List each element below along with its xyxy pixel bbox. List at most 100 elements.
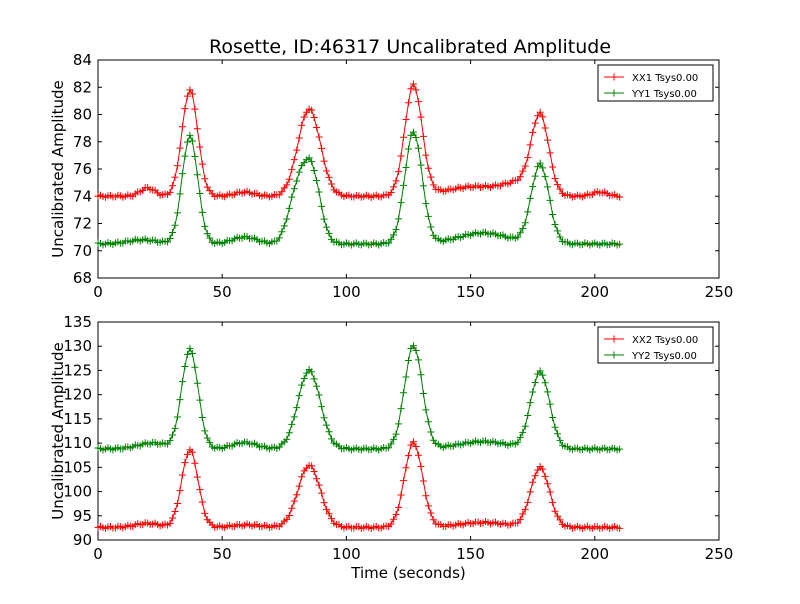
- data-point: [427, 428, 435, 436]
- data-point: [186, 344, 194, 352]
- data-point: [549, 414, 557, 422]
- data-point: [526, 488, 534, 496]
- data-point: [305, 154, 313, 162]
- data-point: [412, 133, 420, 141]
- data-point: [295, 134, 303, 142]
- data-point: [390, 515, 398, 523]
- y-tick-label: 70: [73, 242, 92, 260]
- x-tick-label: 100: [332, 283, 361, 301]
- data-point: [551, 423, 559, 431]
- subplot-1: 0 50 100 150 200 250 68 70 72 74 76 78 80 82 84 Uncalib…: [49, 51, 733, 301]
- data-point: [181, 105, 189, 113]
- data-point: [313, 123, 321, 131]
- data-point: [556, 233, 564, 241]
- data-point: [191, 363, 199, 371]
- data-point: [546, 488, 554, 496]
- data-point: [293, 491, 301, 499]
- data-point: [310, 375, 318, 383]
- y-tick-label: 74: [73, 187, 92, 205]
- data-point: [519, 224, 527, 232]
- y-axis-label: Uncalibrated Amplitude: [49, 80, 67, 257]
- data-point: [169, 182, 177, 190]
- data-point: [193, 379, 201, 387]
- data-point: [178, 170, 186, 178]
- data-point: [323, 421, 331, 429]
- data-point: [554, 227, 562, 235]
- data-point: [181, 152, 189, 160]
- data-point: [320, 414, 328, 422]
- x-tick-label: 0: [93, 545, 103, 563]
- data-point: [181, 363, 189, 371]
- data-point: [427, 173, 435, 181]
- data-point: [320, 215, 328, 223]
- data-point: [414, 356, 422, 364]
- data-point: [278, 228, 286, 236]
- data-point: [405, 145, 412, 153]
- data-point: [183, 92, 191, 100]
- data-point: [539, 113, 547, 121]
- y-tick-label: 72: [73, 215, 92, 233]
- y-tick-label: 135: [63, 313, 92, 331]
- data-point: [526, 194, 534, 202]
- data-point: [176, 396, 184, 404]
- data-point: [323, 223, 331, 231]
- data-point: [308, 106, 316, 114]
- data-point: [283, 215, 291, 223]
- data-point: [315, 133, 323, 141]
- data-point: [526, 141, 534, 149]
- data-point: [519, 167, 527, 175]
- data-point: [191, 152, 199, 160]
- data-point: [303, 369, 311, 377]
- data-point: [196, 143, 204, 151]
- data-point: [196, 486, 204, 494]
- data-point: [387, 520, 395, 528]
- data-point: [402, 116, 410, 124]
- data-point: [546, 149, 554, 157]
- data-point: [400, 133, 408, 141]
- data-point: [173, 413, 181, 421]
- data-point: [283, 515, 291, 523]
- x-tick-label: 200: [580, 283, 609, 301]
- legend-entry: YY1 Tsys0.00: [631, 89, 697, 100]
- data-point: [387, 235, 395, 243]
- data-point: [541, 379, 549, 387]
- data-point: [400, 477, 408, 485]
- data-point: [544, 136, 552, 144]
- data-point: [536, 159, 544, 167]
- data-point: [422, 200, 430, 208]
- data-point: [171, 221, 179, 229]
- data-point: [169, 228, 177, 236]
- data-point: [516, 433, 524, 441]
- data-point: [193, 125, 201, 133]
- legend-box: [597, 64, 714, 102]
- data-point: [616, 240, 624, 248]
- data-point: [422, 151, 430, 159]
- data-point: [516, 515, 524, 523]
- legend-entry: XX2 Tsys0.00: [632, 335, 698, 346]
- data-point: [283, 181, 291, 189]
- data-point: [546, 196, 554, 204]
- data-point: [387, 440, 395, 448]
- legend: XX2 Tsys0.00 YY2 Tsys0.00: [597, 326, 714, 364]
- data-point: [283, 435, 291, 443]
- data-point: [201, 509, 209, 517]
- data-point: [385, 239, 393, 247]
- legend: XX1 Tsys0.00 YY1 Tsys0.00: [597, 64, 714, 102]
- data-point: [275, 234, 283, 242]
- data-point: [539, 465, 547, 473]
- data-point: [422, 492, 430, 500]
- data-point: [285, 429, 293, 437]
- data-point: [397, 405, 405, 413]
- data-point: [288, 504, 296, 512]
- y-tick-label: 95: [73, 507, 92, 525]
- data-point: [541, 124, 549, 132]
- legend-marker: [610, 335, 618, 343]
- data-point: [417, 113, 425, 121]
- data-point: [554, 512, 562, 520]
- data-point: [414, 451, 422, 459]
- data-point: [531, 379, 539, 387]
- subplot-2: 0 50 100 150 200 250 90 95 100 105 110 115 120 125 130…: [49, 313, 733, 582]
- x-tick-label: 200: [580, 545, 609, 563]
- data-point: [516, 173, 524, 181]
